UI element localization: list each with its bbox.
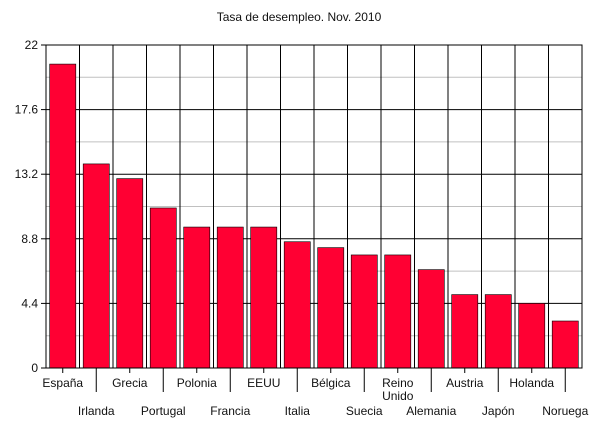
x-tick-label: Unido <box>382 389 414 403</box>
bar-alemania <box>417 269 445 369</box>
x-tick-label: Austria <box>446 376 484 390</box>
y-axis-ticks: 0 4.4 8.8 13.2 17.6 22 <box>15 38 46 375</box>
bar-eeuu <box>250 226 278 369</box>
chart-title: Tasa de desempleo. Nov. 2010 <box>217 10 382 24</box>
bar-irlanda <box>82 163 110 369</box>
bar-portugal <box>149 207 177 369</box>
y-tick-label: 8.8 <box>21 232 38 246</box>
bar-francia <box>216 226 244 369</box>
x-tick-label: España <box>42 376 83 390</box>
x-axis-labels: España Irlanda Grecia Portugal Polonia Franci… <box>42 368 589 418</box>
x-tick-label: Portugal <box>141 404 186 418</box>
bar-holanda <box>518 303 546 369</box>
x-tick-label: Italia <box>285 404 311 418</box>
x-tick-label: Polonia <box>177 376 217 390</box>
x-tick-label: Noruega <box>542 404 588 418</box>
bar-bélgica <box>317 247 345 369</box>
plot-border <box>45 44 583 369</box>
bar-grecia <box>116 178 144 369</box>
x-tick-label: Reino <box>382 376 414 390</box>
plot-frame <box>45 44 583 369</box>
bars <box>49 63 579 369</box>
y-tick-label: 4.4 <box>21 296 38 310</box>
x-tick-label: Bélgica <box>311 376 351 390</box>
x-tick-label: Holanda <box>509 376 554 390</box>
x-tick-label: Francia <box>210 404 250 418</box>
bar-austria <box>451 294 479 369</box>
bar-noruega <box>551 320 579 369</box>
bar-italia <box>283 241 311 369</box>
bar-japón <box>484 294 512 369</box>
y-tick-label: 0 <box>31 361 38 375</box>
x-tick-label: Grecia <box>112 376 148 390</box>
x-tick-label: Alemania <box>406 404 456 418</box>
x-tick-label: EEUU <box>247 376 280 390</box>
y-tick-label: 22 <box>25 38 39 52</box>
bar-reino-unido <box>384 254 412 369</box>
y-tick-label: 17.6 <box>15 103 39 117</box>
x-tick-label: Suecia <box>346 404 383 418</box>
bar-suecia <box>350 254 378 369</box>
y-tick-label: 13.2 <box>15 167 39 181</box>
bar-españa <box>49 63 77 369</box>
x-tick-label: Irlanda <box>78 404 115 418</box>
bar-polonia <box>183 226 211 369</box>
x-tick-label: Japón <box>482 404 515 418</box>
